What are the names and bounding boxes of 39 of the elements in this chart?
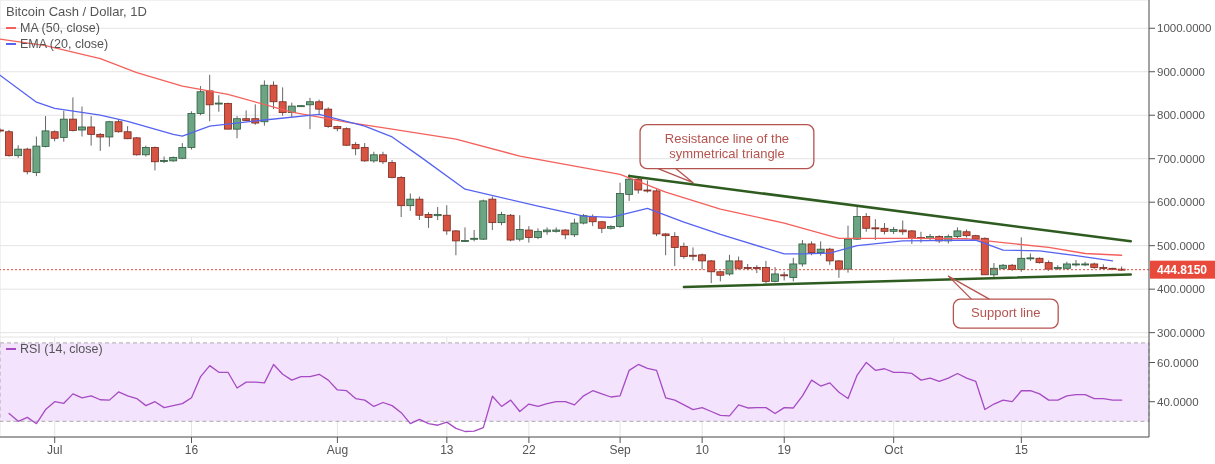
y-tick-label: 300.0000 — [1157, 326, 1205, 339]
candlestick — [205, 74, 214, 122]
x-tick-label: 13 — [440, 442, 454, 457]
candlestick — [725, 254, 734, 277]
annotation: Support line — [971, 305, 1041, 321]
candlestick — [78, 106, 86, 138]
x-tick-label: 16 — [184, 442, 199, 457]
y-tick-label: 40.0000 — [1157, 395, 1199, 408]
x-tick-label: Oct — [884, 442, 904, 457]
candlestick — [59, 110, 68, 143]
ref-line-label: 444.8150 — [1156, 263, 1208, 278]
candlestick — [105, 120, 114, 148]
candlestick — [461, 226, 469, 243]
y-tick-label: 900.0000 — [1157, 65, 1205, 78]
legend-label: MA (50, close) — [20, 20, 100, 36]
chart-title: Bitcoin Cash / Dollar, 1D — [6, 4, 147, 20]
annotation: Resistance line of the symmetrical triangle — [664, 130, 790, 161]
line-series — [8, 361, 1123, 433]
y-tick-label: 60.0000 — [1157, 356, 1199, 369]
candlestick — [68, 96, 77, 132]
x-tick-label: 19 — [777, 442, 792, 457]
x-tick-label: Aug — [326, 442, 349, 457]
y-tick-label: 1000.0000 — [1157, 22, 1212, 35]
candlestick — [23, 147, 32, 175]
line-series — [0, 38, 1123, 256]
y-tick-label: 800.0000 — [1157, 109, 1205, 122]
y-tick-label: 700.0000 — [1157, 152, 1205, 165]
y-tick-label: 600.0000 — [1157, 196, 1205, 209]
candlestick — [488, 196, 497, 231]
x-tick-label: Jul — [47, 442, 63, 457]
x-tick-label: 15 — [1014, 442, 1029, 457]
x-tick-label: 22 — [522, 442, 536, 457]
x-tick-label: 10 — [695, 442, 710, 457]
y-tick-label: 400.0000 — [1157, 283, 1205, 296]
x-tick-label: Sep — [609, 442, 632, 457]
legend-label: RSI (14, close) — [20, 341, 103, 357]
candlestick — [306, 97, 314, 130]
candlestick — [515, 214, 524, 242]
y-tick-label: 500.0000 — [1157, 239, 1205, 252]
